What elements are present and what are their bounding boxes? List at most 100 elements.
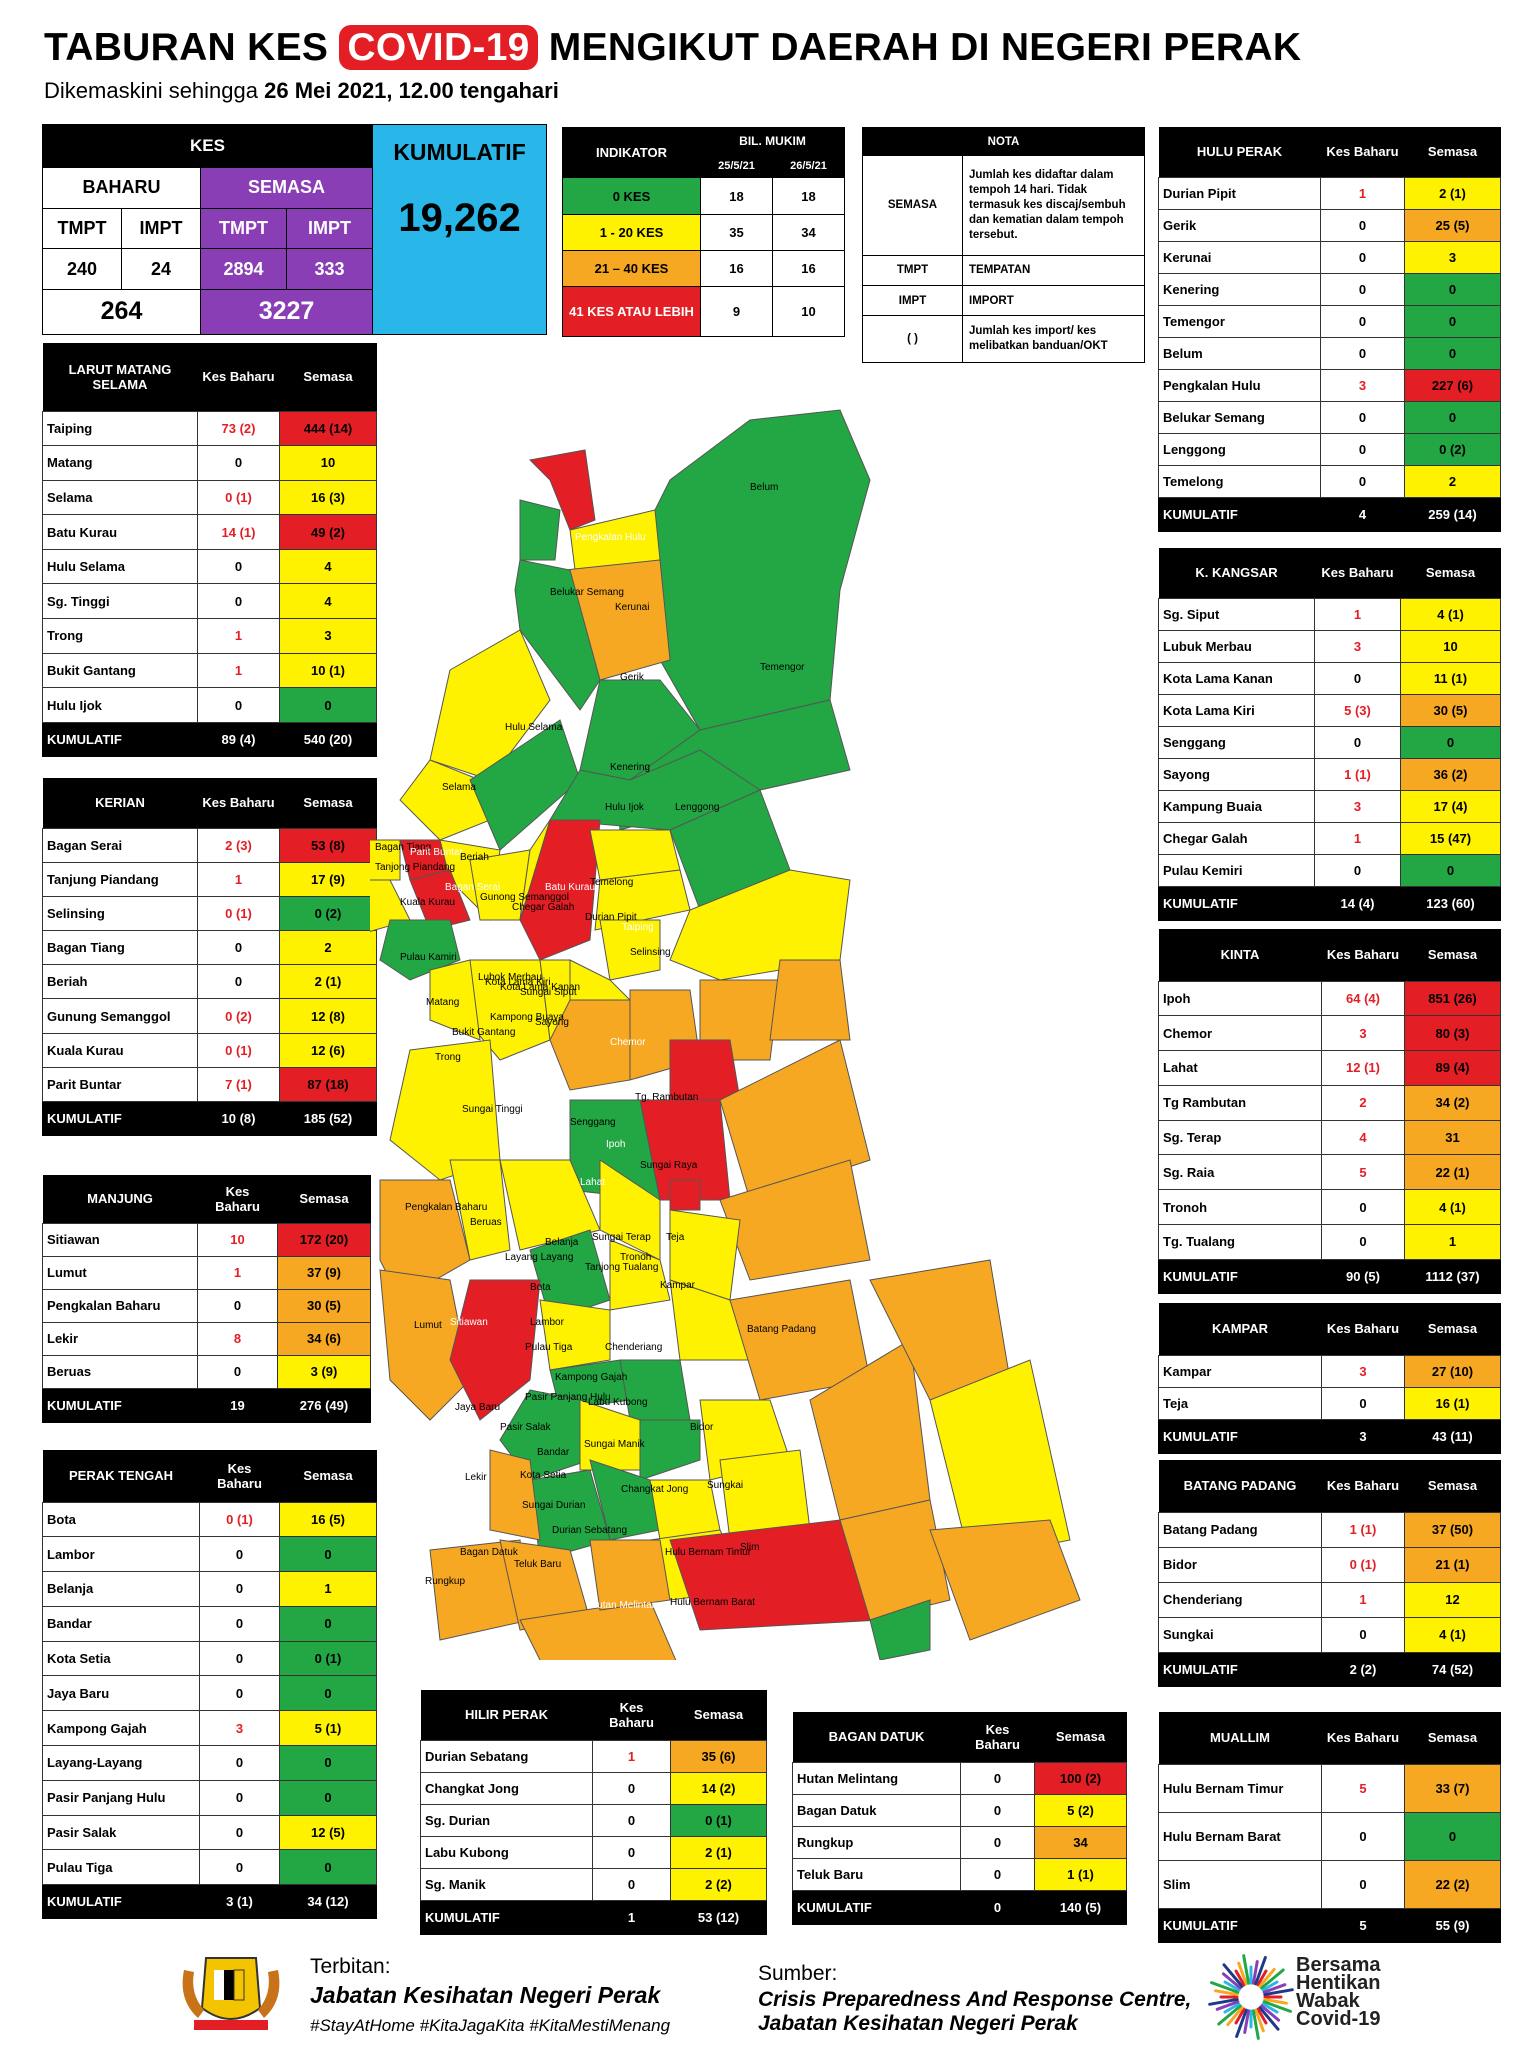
map-region <box>409 869 471 931</box>
kes-baharu-value: 0 <box>1320 240 1405 274</box>
district-table-hulu-perak: HULU PERAK Kes Baharu Semasa Durian Pipit 1 2… <box>1158 127 1501 532</box>
semasa-value: 2 (1) <box>1404 176 1501 210</box>
semasa-value: 10 <box>1400 629 1501 663</box>
mukim-name: Senggang <box>1158 725 1315 759</box>
map-label: Chenderiang <box>605 1342 662 1353</box>
kes-baharu-value: 0 <box>197 548 280 585</box>
semasa-value: 11 (1) <box>1400 661 1501 695</box>
map-label: Kota Lama Kanan <box>500 982 580 993</box>
mukim-name: Pulau Kemiri <box>1158 853 1315 887</box>
map-label: Bidor <box>690 1422 714 1433</box>
mukim-name: Changkat Jong <box>420 1771 593 1805</box>
kumulatif-semasa: 140 (5) <box>1034 1889 1127 1925</box>
kumulatif-label: KUMULATIF <box>1158 885 1315 921</box>
kes-baharu-value: 0 <box>1320 432 1405 466</box>
mukim-name: Kampong Gajah <box>42 1710 200 1747</box>
semasa-value: 22 (2) <box>1404 1859 1501 1909</box>
map-region <box>549 999 631 1091</box>
mukim-name: Hulu Bernam Timur <box>1158 1763 1322 1813</box>
kumulatif-label: KUMULATIF <box>1158 1418 1322 1454</box>
table-row: Hulu Bernam Barat 0 0 <box>1158 1811 1501 1861</box>
mukim-name: Kuala Kurau <box>42 1032 198 1068</box>
mukim-name: Gunung Semanggol <box>42 998 198 1034</box>
table-row: Bagan Tiang 0 2 <box>42 930 377 966</box>
kes-baharu-value: 0 <box>1321 1386 1405 1420</box>
mukim-name: Kampung Buaia <box>1158 789 1315 823</box>
semasa-value: 0 <box>279 1675 377 1712</box>
map-label: Temelong <box>590 877 633 888</box>
map-label: Kampong Buaya <box>490 1012 564 1023</box>
table-row: Lekir 8 34 (6) <box>42 1321 371 1356</box>
col-semasa: Semasa <box>1400 548 1501 598</box>
map-label: Ipoh <box>606 1139 625 1150</box>
mukim-name: Sg. Raia <box>1158 1154 1322 1191</box>
table-row: Matang 0 10 <box>42 445 377 481</box>
map-label: Lubok Merbau <box>478 972 542 983</box>
mukim-name: Teluk Baru <box>792 1857 961 1891</box>
indikator-value: 34 <box>772 214 845 251</box>
kes-baharu-value: 0 (1) <box>197 1032 280 1068</box>
map-label: Bagan Tiang <box>375 842 431 853</box>
table-row: Changkat Jong 0 14 (2) <box>420 1771 767 1805</box>
semasa-value: 444 (14) <box>279 410 377 447</box>
semasa-value: 0 <box>1400 853 1501 887</box>
semasa-value: 2 (2) <box>670 1867 767 1901</box>
kumulatif-kes: 0 <box>960 1889 1035 1925</box>
mukim-name: Batu Kurau <box>42 514 198 550</box>
mukim-name: Sg. Tinggi <box>42 583 198 620</box>
table-row: Sg. Raia 5 22 (1) <box>1158 1154 1501 1191</box>
kumulatif-label: KUMULATIF <box>420 1899 593 1935</box>
mukim-name: Temengor <box>1158 304 1321 338</box>
semasa-value: 12 (5) <box>279 1814 377 1851</box>
mukim-name: Lumut <box>42 1255 198 1290</box>
table-row: Trong 1 3 <box>42 618 377 654</box>
mukim-name: Sitiawan <box>42 1222 198 1257</box>
semasa-value: 14 (2) <box>670 1771 767 1805</box>
table-row: Durian Pipit 1 2 (1) <box>1158 176 1501 210</box>
district-table-perak-tengah: PERAK TENGAH Kes Baharu Semasa Bota 0 (1) 16 … <box>42 1450 377 1920</box>
kes-baharu-value: 1 (1) <box>1321 1511 1405 1548</box>
map-label: Pasir Panjang Hulu <box>525 1392 611 1403</box>
mukim-name: Lambor <box>42 1536 200 1573</box>
district-name: K. KANGSAR <box>1158 548 1315 598</box>
kes-baharu-value: 0 <box>197 583 280 620</box>
semasa-value: 2 (1) <box>670 1835 767 1869</box>
kumulatif-semasa: 276 (49) <box>277 1387 371 1423</box>
kes-baharu-value: 8 <box>197 1321 278 1356</box>
district-name: HILIR PERAK <box>420 1690 593 1740</box>
kes-baharu-value: 0 <box>199 1849 280 1886</box>
kumulatif-label: KUMULATIF <box>42 721 198 757</box>
kes-baharu-value: 0 <box>1320 272 1405 306</box>
semasa-value: 0 (1) <box>670 1803 767 1837</box>
col-semasa: Semasa <box>1404 1460 1501 1512</box>
map-label: Trong <box>435 1052 461 1063</box>
kumulatif-label: KUMULATIF <box>42 1387 198 1423</box>
semasa-value: 21 (1) <box>1404 1546 1501 1583</box>
mukim-name: Beriah <box>42 964 198 1000</box>
indikator-value: 9 <box>700 285 773 338</box>
mukim-name: Bidor <box>1158 1546 1322 1583</box>
table-row: Sayong 1 (1) 36 (2) <box>1158 757 1501 791</box>
semasa-value: 3 <box>1404 240 1501 274</box>
col-kes-baharu: Kes Baharu <box>197 778 280 828</box>
district-name: LARUT MATANG SELAMA <box>42 343 198 411</box>
table-row: Tanjung Piandang 1 17 (9) <box>42 861 377 897</box>
table-row: Sitiawan 10 172 (20) <box>42 1222 371 1257</box>
map-label: Matang <box>426 997 459 1008</box>
kes-baharu-value: 0 (1) <box>199 1501 280 1538</box>
kes-baharu-value: 0 <box>199 1536 280 1573</box>
kes-baharu-value: 0 <box>592 1835 671 1869</box>
mukim-name: Chenderiang <box>1158 1581 1322 1618</box>
semasa-value: 0 <box>279 687 377 723</box>
mukim-name: Lubuk Merbau <box>1158 629 1315 663</box>
table-row: Pasir Panjang Hulu 0 0 <box>42 1779 377 1816</box>
mukim-name: Belanja <box>42 1571 200 1607</box>
mukim-name: Hulu Ijok <box>42 687 198 723</box>
indikator-value: 16 <box>700 249 773 287</box>
kes-baharu-value: 0 <box>1320 400 1405 434</box>
semasa-value: 27 (10) <box>1404 1354 1501 1388</box>
map-label: Hutan Melintang <box>590 1600 663 1611</box>
kes-baharu-value: 0 <box>592 1867 671 1901</box>
map-label: Selama <box>442 782 476 793</box>
table-row: Pasir Salak 0 12 (5) <box>42 1814 377 1851</box>
